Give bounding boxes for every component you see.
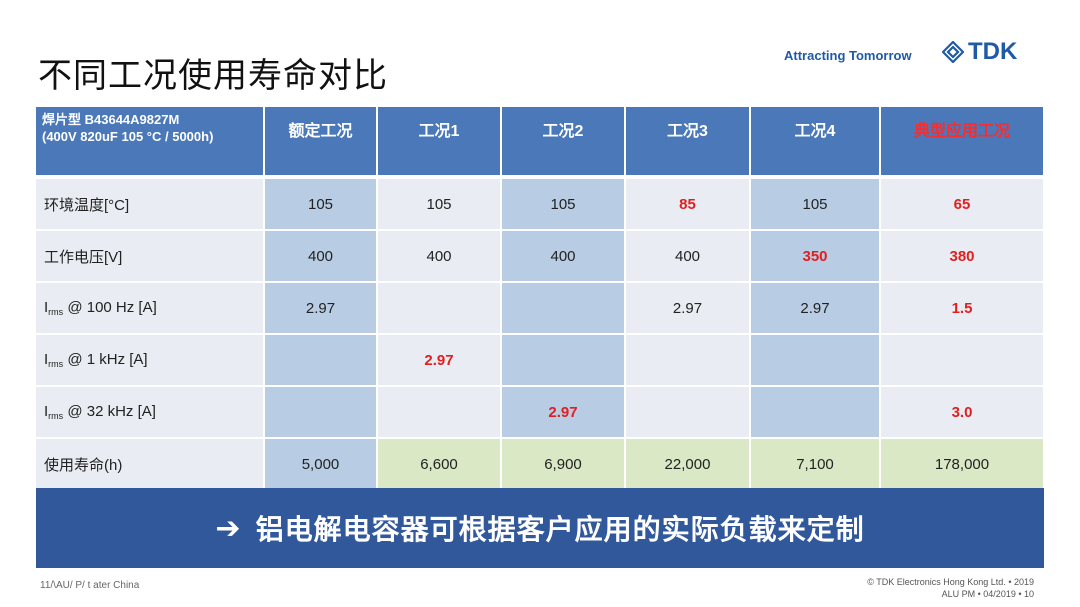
label-rest: @ 32 kHz [A]	[63, 403, 156, 420]
page-title: 不同工况使用寿命对比	[38, 56, 388, 96]
comparison-table: 焊片型 B43644A9827M (400V 820uF 105 °C / 50…	[36, 107, 1045, 491]
table-cell: 400	[625, 230, 751, 283]
product-header: 焊片型 B43644A9827M (400V 820uF 105 °C / 50…	[36, 107, 265, 177]
table-cell: 178,000	[880, 438, 1045, 491]
table-cell	[750, 386, 881, 439]
table-cell	[377, 386, 502, 439]
brand-tagline: Attracting Tomorrow	[784, 48, 912, 63]
table-cell	[880, 334, 1045, 387]
label-rest: @ 1 kHz [A]	[63, 351, 148, 368]
table-cell	[750, 334, 881, 387]
col-header: 工况4	[750, 107, 881, 177]
table-cell	[264, 334, 378, 387]
label-i: I	[44, 299, 49, 316]
table-cell: 6,900	[501, 438, 626, 491]
label-rest: @ 100 Hz [A]	[63, 299, 157, 316]
row-label: 工作电压[V]	[36, 230, 265, 283]
row-label: Irms @ 1 kHz [A]	[36, 334, 265, 387]
table-cell	[501, 282, 626, 335]
table-cell: 2.97	[750, 282, 881, 335]
row-label: Irms @ 100 Hz [A]	[36, 282, 265, 335]
table-cell	[264, 386, 378, 439]
label-i: I	[44, 403, 49, 420]
table-row: Irms @ 32 kHz [A] 2.97 3.0	[36, 386, 1045, 439]
banner-text: 铝电解电容器可根据客户应用的实际负载来定制	[255, 513, 865, 546]
table-cell: 400	[501, 230, 626, 283]
col-header: 工况3	[625, 107, 751, 177]
tdk-diamond-icon	[942, 41, 964, 63]
table-cell: 2.97	[264, 282, 378, 335]
table-cell: 85	[625, 179, 751, 231]
table-row: 使用寿命(h) 5,000 6,600 6,900 22,000 7,100 1…	[36, 438, 1045, 491]
table-cell	[377, 282, 502, 335]
col-header: 额定工况	[264, 107, 378, 177]
col-header: 工况2	[501, 107, 626, 177]
table-cell	[625, 386, 751, 439]
table-cell: 400	[377, 230, 502, 283]
table-cell: 105	[501, 179, 626, 231]
row-label: 使用寿命(h)	[36, 438, 265, 491]
table-cell: 2.97	[501, 386, 626, 439]
label-i: I	[44, 351, 49, 368]
arrow-right-icon: ➔	[215, 510, 242, 546]
footer-left: 11/\AU/ P/ t ater China	[40, 580, 140, 591]
table-row: Irms @ 100 Hz [A] 2.97 2.97 2.97 1.5	[36, 282, 1045, 335]
table-cell: 7,100	[750, 438, 881, 491]
table-cell: 105	[750, 179, 881, 231]
table-cell: 3.0	[880, 386, 1045, 439]
label-sub: rms	[48, 359, 64, 369]
table-cell: 400	[264, 230, 378, 283]
table-cell: 65	[880, 179, 1045, 231]
table-cell: 22,000	[625, 438, 751, 491]
tdk-logo: TDK	[942, 38, 1017, 66]
table-cell: 2.97	[377, 334, 502, 387]
table-cell	[501, 334, 626, 387]
table-cell: 6,600	[377, 438, 502, 491]
row-label: Irms @ 32 kHz [A]	[36, 386, 265, 439]
table-cell: 105	[377, 179, 502, 231]
page-info: ALU PM • 04/2019 • 10	[941, 589, 1034, 599]
label-sub: rms	[48, 411, 64, 421]
row-label: 环境温度[°C]	[36, 179, 265, 231]
table-cell: 1.5	[880, 282, 1045, 335]
table-row: Irms @ 1 kHz [A] 2.97	[36, 334, 1045, 387]
table-cell: 5,000	[264, 438, 378, 491]
col-header: 工况1	[377, 107, 502, 177]
table-cell: 350	[750, 230, 881, 283]
copyright: © TDK Electronics Hong Kong Ltd. • 2019	[867, 577, 1034, 587]
footer-right: © TDK Electronics Hong Kong Ltd. • 2019 …	[867, 576, 1034, 600]
col-header-typical: 典型应用工况	[880, 107, 1045, 177]
logo-text: TDK	[968, 38, 1018, 65]
conclusion-banner: ➔ 铝电解电容器可根据客户应用的实际负载来定制	[36, 488, 1044, 568]
label-sub: rms	[48, 307, 64, 317]
product-spec: (400V 820uF 105 °C / 5000h)	[42, 129, 214, 144]
table-row: 工作电压[V] 400 400 400 400 350 380	[36, 230, 1045, 283]
table-cell: 380	[880, 230, 1045, 283]
table-cell	[625, 334, 751, 387]
table-cell: 105	[264, 179, 378, 231]
product-name: 焊片型 B43644A9827M	[42, 112, 180, 127]
table-header-row: 焊片型 B43644A9827M (400V 820uF 105 °C / 50…	[36, 107, 1045, 177]
table-cell: 2.97	[625, 282, 751, 335]
table-row: 环境温度[°C] 105 105 105 85 105 65	[36, 179, 1045, 231]
